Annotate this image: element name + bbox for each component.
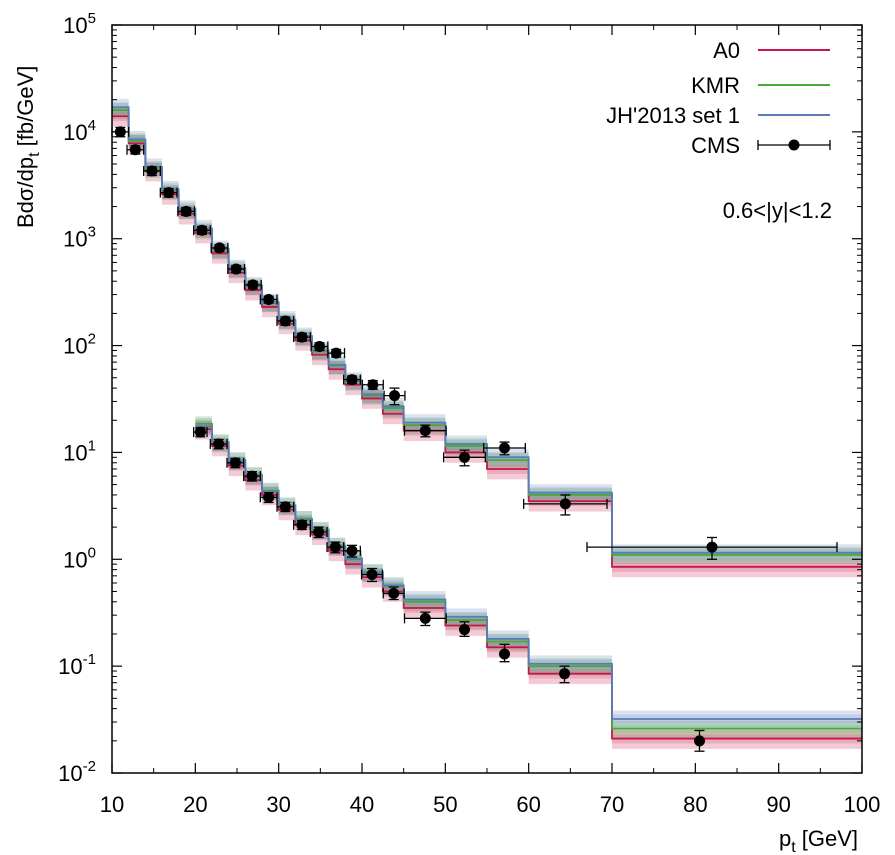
cms-point-upper [180, 205, 192, 217]
band-lower-A0 [487, 638, 529, 658]
cms-point-lower [229, 457, 241, 469]
cms-points [111, 126, 838, 752]
x-tick-label-20: 20 [183, 792, 207, 817]
band-lower-A0 [345, 555, 362, 575]
band-upper-A0 [612, 558, 862, 578]
cms-point-lower [194, 426, 206, 438]
cms-point-upper [389, 390, 400, 402]
band-lower-A0 [403, 599, 446, 619]
x-tick-label-10: 10 [100, 792, 124, 817]
x-tick-label-80: 80 [683, 792, 707, 817]
x-tick-label-70: 70 [600, 792, 624, 817]
cms-point-lower [388, 587, 400, 599]
cms-point-upper [129, 144, 141, 156]
x-tick-label-50: 50 [433, 792, 457, 817]
cms-point-upper [163, 187, 175, 199]
y-tick-label-2: 102 [63, 331, 96, 359]
cms-point-upper [459, 451, 470, 463]
cms-point-lower [279, 501, 291, 513]
legend-label-KMR: KMR [691, 73, 740, 98]
cms-point-upper [330, 347, 342, 359]
cms-point-upper [419, 425, 431, 437]
y-tick-label-1: 101 [63, 437, 96, 465]
cms-point-upper [314, 341, 325, 353]
x-tick-label-30: 30 [266, 792, 290, 817]
cms-point-upper [367, 379, 379, 391]
cms-point-lower [213, 438, 225, 450]
y-tick-label--1: 10-1 [58, 651, 96, 679]
cms-point-upper [230, 263, 242, 275]
y-axis-label: Bdσ/dpt [fb/GeV] [13, 66, 43, 228]
cms-point-upper [214, 242, 225, 254]
legend-label-JH2013: JH'2013 set 1 [606, 103, 740, 128]
cms-point-upper [346, 374, 358, 386]
cms-point-upper [296, 331, 308, 343]
cms-point-lower [499, 648, 510, 660]
band-upper-A0 [487, 460, 529, 480]
cms-point-lower [346, 545, 358, 557]
x-tick-label-100: 100 [844, 792, 881, 817]
cms-point-lower [329, 541, 341, 553]
x-tick-label-60: 60 [516, 792, 540, 817]
rapidity-annotation: 0.6<|y|<1.2 [723, 198, 832, 223]
cms-point-lower [246, 470, 258, 482]
cms-point-upper [559, 498, 571, 510]
band-upper-A0 [112, 107, 129, 127]
legend-label-CMS: CMS [691, 133, 740, 158]
step-line-upper-JH2013 [112, 106, 862, 554]
legend-label-A0: A0 [713, 38, 740, 63]
band-lower-A0 [528, 665, 612, 685]
axes: 10 20 30 40 50 60 70 80 90 100 10-2 10-1 100 101 102 10… [58, 10, 880, 817]
cms-point-upper [247, 279, 259, 291]
legend: A0 KMR JH'2013 set 1 CMS [606, 38, 831, 158]
x-tick-label-40: 40 [350, 792, 374, 817]
x-tick-label-90: 90 [766, 792, 790, 817]
cms-point-lower [459, 624, 470, 636]
cms-point-upper [263, 293, 275, 305]
cms-point-lower [694, 735, 705, 747]
cms-point-lower [419, 612, 431, 624]
cms-point-lower [263, 491, 275, 503]
y-tick-label-3: 103 [63, 224, 96, 252]
cms-point-lower [366, 569, 378, 581]
cms-point-upper [499, 442, 510, 454]
cms-point-upper [196, 224, 208, 236]
x-axis-label: pt [GeV] [779, 826, 858, 855]
legend-cms-marker [788, 139, 800, 151]
cms-point-lower [559, 668, 570, 680]
cms-point-upper [279, 315, 291, 327]
y-tick-label-0: 100 [63, 544, 96, 572]
band-lower-A0 [612, 730, 862, 749]
y-tick-label--2: 10-2 [58, 758, 96, 786]
cms-point-lower [313, 526, 325, 538]
band-upper-A0 [382, 405, 404, 425]
cms-point-lower [296, 519, 308, 531]
cms-point-upper [706, 541, 718, 553]
cms-point-upper [146, 165, 158, 177]
y-tick-label-4: 104 [63, 117, 96, 145]
y-tick-label-5: 105 [63, 10, 96, 38]
